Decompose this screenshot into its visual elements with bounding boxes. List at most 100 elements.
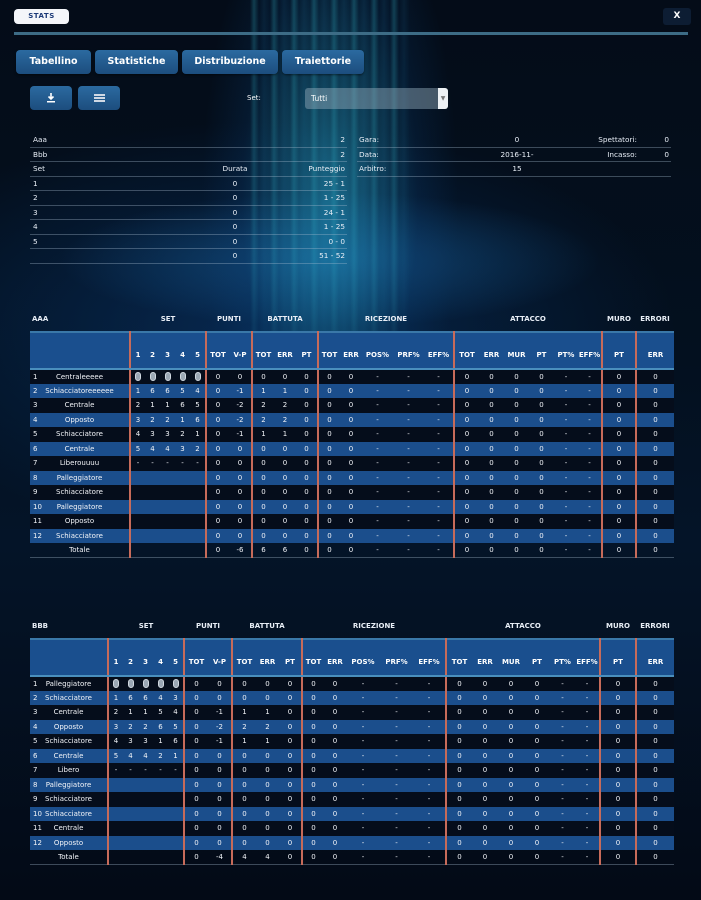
- stat-cell: 0: [524, 676, 550, 691]
- stat-cell: 0: [184, 676, 208, 691]
- stat-cell: 0: [454, 369, 479, 384]
- stat-cell: -: [550, 748, 575, 763]
- set-rotation-cell: 2: [108, 705, 123, 720]
- player-row[interactable]: 2 Schiacciatore 1 6 6 4 3 0 0 0 0 0 0 0- - -0 0 0 0- -0 0: [30, 690, 674, 705]
- player-row[interactable]: 7 Liberouuuu - - - - -0 0 0 0 0 0 0- - -0 0 0 0- -0 0: [30, 456, 674, 471]
- stat-cell: 0: [524, 705, 550, 720]
- set-rotation-cell: 2: [130, 398, 145, 413]
- player-row[interactable]: 7 Libero - - - - -0 0 0 0 0 0 0- - -0 0 0 0- -0 0: [30, 763, 674, 778]
- player-row[interactable]: 3 Centrale 2 1 1 5 4 0 -1 1 1 0 0 0- - -0 0 0 0- -0 0: [30, 705, 674, 720]
- player-row[interactable]: 3 Centrale 2 1 1 6 5 0 -2 2 2 0 0 0- - -0 0 0 0- -0 0: [30, 398, 674, 413]
- set-rotation-cell: [123, 806, 138, 821]
- total-stat-cell: 6: [252, 543, 274, 558]
- download-button[interactable]: [30, 86, 72, 110]
- player-row[interactable]: 11 Opposto 0 0 0 0 0 0 0- - -0 0 0 0- -0 0: [30, 514, 674, 529]
- set-rotation-cell: [108, 821, 123, 836]
- player-row[interactable]: 5 Schiacciatore 4 3 3 2 1 0 -1 1 1 0 0 0- - -0 0 0 0- -0 0: [30, 427, 674, 442]
- tab-statistiche[interactable]: Statistiche: [95, 50, 178, 74]
- data-label: Data:: [359, 149, 379, 159]
- stat-cell: 0: [498, 806, 524, 821]
- player-number: 9: [33, 488, 38, 496]
- group-battuta: BATTUTA: [267, 315, 303, 323]
- player-role: Centrale: [53, 708, 84, 717]
- column-header: V-P: [229, 331, 253, 370]
- total-stat-cell: -: [393, 543, 424, 558]
- set-row: 3 0 24 - 1: [30, 206, 347, 220]
- player-row[interactable]: 11 Centrale 0 0 0 0 0 0 0- - -0 0 0 0- -0 0: [30, 821, 674, 836]
- stat-cell: 0: [529, 470, 554, 485]
- stat-cell: 0: [232, 821, 256, 836]
- set-rotation-cell: [160, 485, 175, 500]
- player-row[interactable]: 12 Schiacciatore 0 0 0 0 0 0 0- - -0 0 0 0- -0 0: [30, 528, 674, 543]
- player-role: Liberouuuu: [59, 459, 100, 468]
- stat-cell: 0: [472, 719, 498, 734]
- player-row[interactable]: 9 Schiacciatore 0 0 0 0 0 0 0- - -0 0 0 0- -0 0: [30, 485, 674, 500]
- stat-cell: -: [380, 763, 413, 778]
- stat-cell: 0: [524, 821, 550, 836]
- column-header: PT: [279, 638, 303, 677]
- player-row[interactable]: 4 Opposto 3 2 2 1 6 0 -2 2 2 0 0 0- - -0 0 0 0- -0 0: [30, 412, 674, 427]
- player-row[interactable]: 6 Centrale 5 4 4 2 1 0 0 0 0 0 0 0- - -0 0 0 0- -0 0: [30, 748, 674, 763]
- tab-distribuzione[interactable]: Distribuzione: [182, 50, 278, 74]
- stat-cell: 0: [206, 383, 229, 398]
- stat-cell: 0: [252, 441, 274, 456]
- list-icon: [93, 94, 105, 102]
- player-number: 5: [33, 737, 38, 745]
- player-row[interactable]: 8 Palleggiatore 0 0 0 0 0 0 0- - -0 0 0 0- -0 0: [30, 777, 674, 792]
- set-rotation-cell: 6: [123, 690, 138, 705]
- stat-cell: -: [578, 441, 603, 456]
- player-row[interactable]: 5 Schiacciatore 4 3 3 1 6 0 -1 1 1 0 0 0- - -0 0 0 0- -0 0: [30, 734, 674, 749]
- stat-cell: 0: [340, 369, 362, 384]
- set-rotation-cell: 6: [168, 734, 185, 749]
- player-row[interactable]: 4 Opposto 3 2 2 6 5 0 -2 2 2 0 0 0- - -0 0 0 0- -0 0: [30, 719, 674, 734]
- team-a-stats: AAA SET PUNTI BATTUTA RICEZIONE ATTACCO …: [30, 309, 674, 558]
- stat-cell: 0: [636, 383, 674, 398]
- stat-cell: 0: [479, 398, 504, 413]
- list-view-button[interactable]: [78, 86, 120, 110]
- player-row[interactable]: 6 Centrale 5 4 4 3 2 0 0 0 0 0 0 0- - -0 0 0 0- -0 0: [30, 441, 674, 456]
- player-row[interactable]: 12 Opposto 0 0 0 0 0 0 0- - -0 0 0 0- -0 0: [30, 835, 674, 850]
- player-row[interactable]: 2 Schiacciatoreeeeee 1 6 6 5 4 0 -1 1 1 0 0 0- - -0 0 0 0-…: [30, 383, 674, 398]
- stat-cell: 0: [454, 441, 479, 456]
- player-row[interactable]: 10 Schiacciatore 0 0 0 0 0 0 0- - -0 0 0 0- -0 0: [30, 806, 674, 821]
- stat-cell: -2: [208, 719, 233, 734]
- player-role: Centrale: [64, 444, 95, 453]
- stat-cell: 0: [252, 470, 274, 485]
- total-stat-cell: -: [413, 850, 447, 865]
- set-duration: 0: [232, 207, 238, 217]
- player-role: Opposto: [53, 838, 84, 847]
- player-row[interactable]: 8 Palleggiatore 0 0 0 0 0 0 0- - -0 0 0 0- -0 0: [30, 470, 674, 485]
- stat-cell: 0: [529, 427, 554, 442]
- stat-cell: 0: [302, 763, 324, 778]
- column-header: 3: [138, 638, 153, 677]
- player-row[interactable]: 10 Palleggiatore 0 0 0 0 0 0 0- - -0 0 0 0- -0 0: [30, 499, 674, 514]
- column-header: ERR: [340, 331, 362, 370]
- stat-cell: -: [554, 427, 578, 442]
- player-role: Schiacciatore: [45, 809, 92, 818]
- stat-cell: 0: [504, 441, 529, 456]
- stat-cell: -: [393, 499, 424, 514]
- player-cell: 9 Schiacciatore: [30, 792, 109, 807]
- tab-traiettorie[interactable]: Traiettorie: [282, 50, 364, 74]
- player-row[interactable]: 1 Palleggiatore 0 0 0 0 0 0 0- - -0 0 0 0- -0 0: [30, 676, 674, 691]
- set-rotation-cell: 1: [153, 734, 168, 749]
- tab-tabellino[interactable]: Tabellino: [16, 50, 91, 74]
- column-header: MUR: [504, 331, 529, 370]
- player-row[interactable]: 9 Schiacciatore 0 0 0 0 0 0 0- - -0 0 0 0- -0 0: [30, 792, 674, 807]
- stat-cell: -: [575, 705, 601, 720]
- stat-cell: 0: [636, 734, 674, 749]
- close-button[interactable]: X: [663, 8, 691, 25]
- player-row[interactable]: 1 Centraleeeee 0 0 0 0 0 0 0- - -0 0 0 0- -0 0: [30, 369, 674, 384]
- stat-cell: 0: [340, 470, 362, 485]
- stat-cell: -: [554, 528, 578, 543]
- set-rotation-cell: 4: [130, 427, 145, 442]
- stat-cell: -: [413, 792, 447, 807]
- set-rotation-cell: [175, 499, 190, 514]
- stat-cell: 0: [208, 835, 233, 850]
- player-role: Centrale: [53, 751, 84, 760]
- set-rotation-cell: 5: [168, 719, 185, 734]
- stat-cell: -: [362, 528, 393, 543]
- set-rotation-cell: [108, 777, 123, 792]
- set-filter-select[interactable]: Tutti ▼: [305, 88, 448, 109]
